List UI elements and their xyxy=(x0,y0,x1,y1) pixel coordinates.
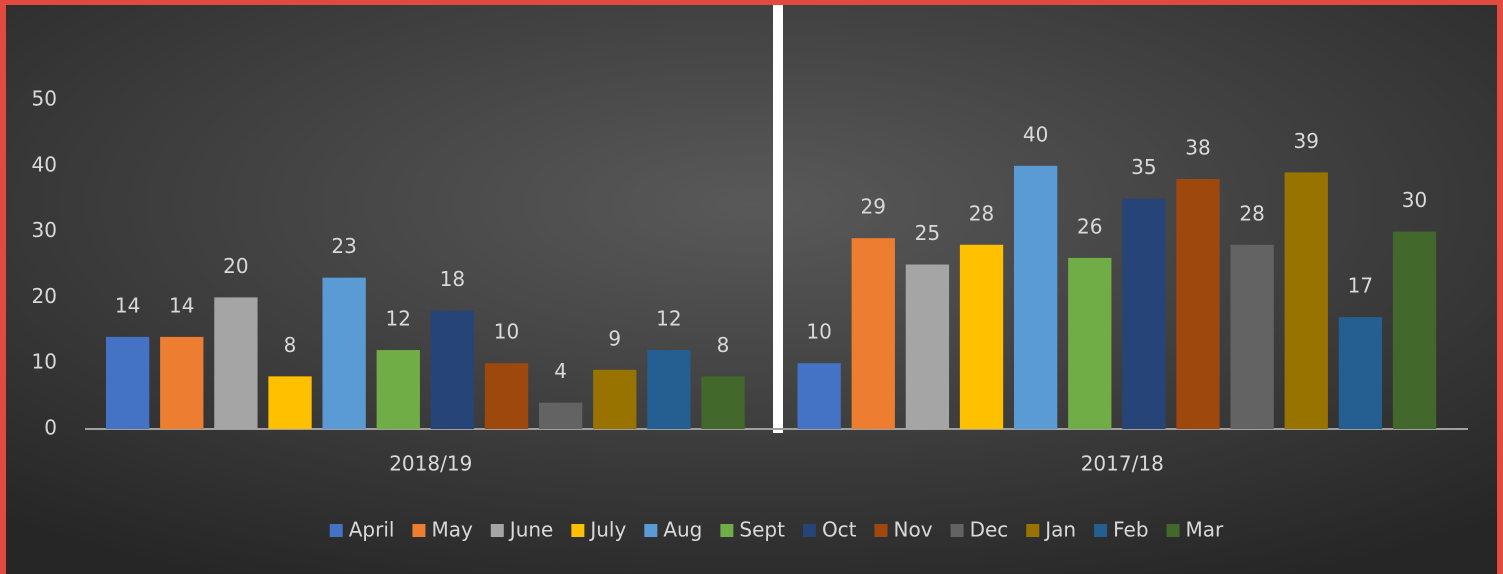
bar xyxy=(1068,257,1112,429)
legend-swatch xyxy=(490,524,504,537)
y-tick-label: 20 xyxy=(32,284,57,308)
legend-label: Mar xyxy=(1186,518,1225,542)
x-tick-label: 2017/18 xyxy=(1081,452,1164,476)
y-tick-label: 10 xyxy=(32,350,57,374)
data-label: 26 xyxy=(1077,214,1102,238)
data-label: 9 xyxy=(608,326,621,350)
data-label: 10 xyxy=(806,320,831,344)
bar xyxy=(1392,231,1437,429)
data-label: 30 xyxy=(1402,188,1427,212)
legend-swatch xyxy=(720,524,734,537)
legend-swatch xyxy=(329,524,343,537)
data-label: 28 xyxy=(969,201,994,225)
data-label: 18 xyxy=(440,267,465,291)
data-label: 39 xyxy=(1294,129,1319,153)
bar xyxy=(430,310,475,429)
legend-swatch xyxy=(571,524,585,537)
y-tick-label: 40 xyxy=(32,152,57,176)
bar xyxy=(959,244,1004,429)
legend-label: Aug xyxy=(663,518,702,542)
legend-swatch xyxy=(874,524,888,537)
bar xyxy=(1338,317,1383,429)
data-label: 12 xyxy=(386,307,411,331)
bar xyxy=(647,350,691,429)
bar xyxy=(701,376,745,429)
bar xyxy=(160,336,204,429)
data-label: 17 xyxy=(1348,274,1373,298)
data-label: 35 xyxy=(1131,155,1156,179)
bar xyxy=(214,297,258,429)
bar xyxy=(322,277,366,429)
legend-swatch xyxy=(412,524,426,537)
data-label: 20 xyxy=(223,254,248,278)
bar xyxy=(106,336,150,429)
y-tick-label: 30 xyxy=(32,218,57,242)
legend-swatch xyxy=(1094,524,1108,537)
bar xyxy=(376,350,420,429)
bar xyxy=(1122,198,1166,429)
data-label: 8 xyxy=(284,333,297,357)
legend-label: June xyxy=(508,518,554,542)
bar xyxy=(268,376,312,429)
bar xyxy=(1230,244,1274,429)
data-label: 40 xyxy=(1023,122,1048,146)
legend-swatch xyxy=(802,524,816,537)
bar xyxy=(539,402,583,429)
legend-label: Dec xyxy=(970,518,1009,542)
bar xyxy=(1014,165,1058,430)
legend-label: May xyxy=(431,518,473,542)
legend-label: Jan xyxy=(1043,518,1076,542)
data-label: 14 xyxy=(115,293,140,317)
legend-swatch xyxy=(644,524,658,537)
data-label: 14 xyxy=(169,293,194,317)
legend-label: Oct xyxy=(822,518,857,542)
bar xyxy=(1176,178,1220,429)
legend-label: July xyxy=(588,518,626,542)
legend-swatch xyxy=(1026,524,1040,537)
bar xyxy=(593,369,637,429)
divider xyxy=(773,5,783,433)
legend-label: April xyxy=(349,518,395,542)
data-label: 4 xyxy=(554,359,567,383)
legend-swatch xyxy=(950,524,964,537)
bar xyxy=(851,238,895,429)
data-label: 25 xyxy=(915,221,940,245)
data-label: 28 xyxy=(1239,201,1264,225)
legend-label: Feb xyxy=(1113,518,1148,542)
bar xyxy=(797,363,841,429)
data-label: 29 xyxy=(861,195,886,219)
legend-swatch xyxy=(1166,524,1180,537)
legend-label: Sept xyxy=(739,518,785,542)
data-label: 8 xyxy=(717,333,730,357)
y-tick-label: 50 xyxy=(32,87,57,111)
data-label: 12 xyxy=(656,307,681,331)
legend-label: Nov xyxy=(894,518,933,542)
bar xyxy=(905,264,950,429)
data-label: 10 xyxy=(494,320,519,344)
x-tick-label: 2018/19 xyxy=(389,452,472,476)
data-label: 38 xyxy=(1185,135,1210,159)
bar xyxy=(1284,172,1328,429)
bar xyxy=(484,363,529,429)
y-tick-label: 0 xyxy=(44,416,57,440)
data-label: 23 xyxy=(331,234,356,258)
